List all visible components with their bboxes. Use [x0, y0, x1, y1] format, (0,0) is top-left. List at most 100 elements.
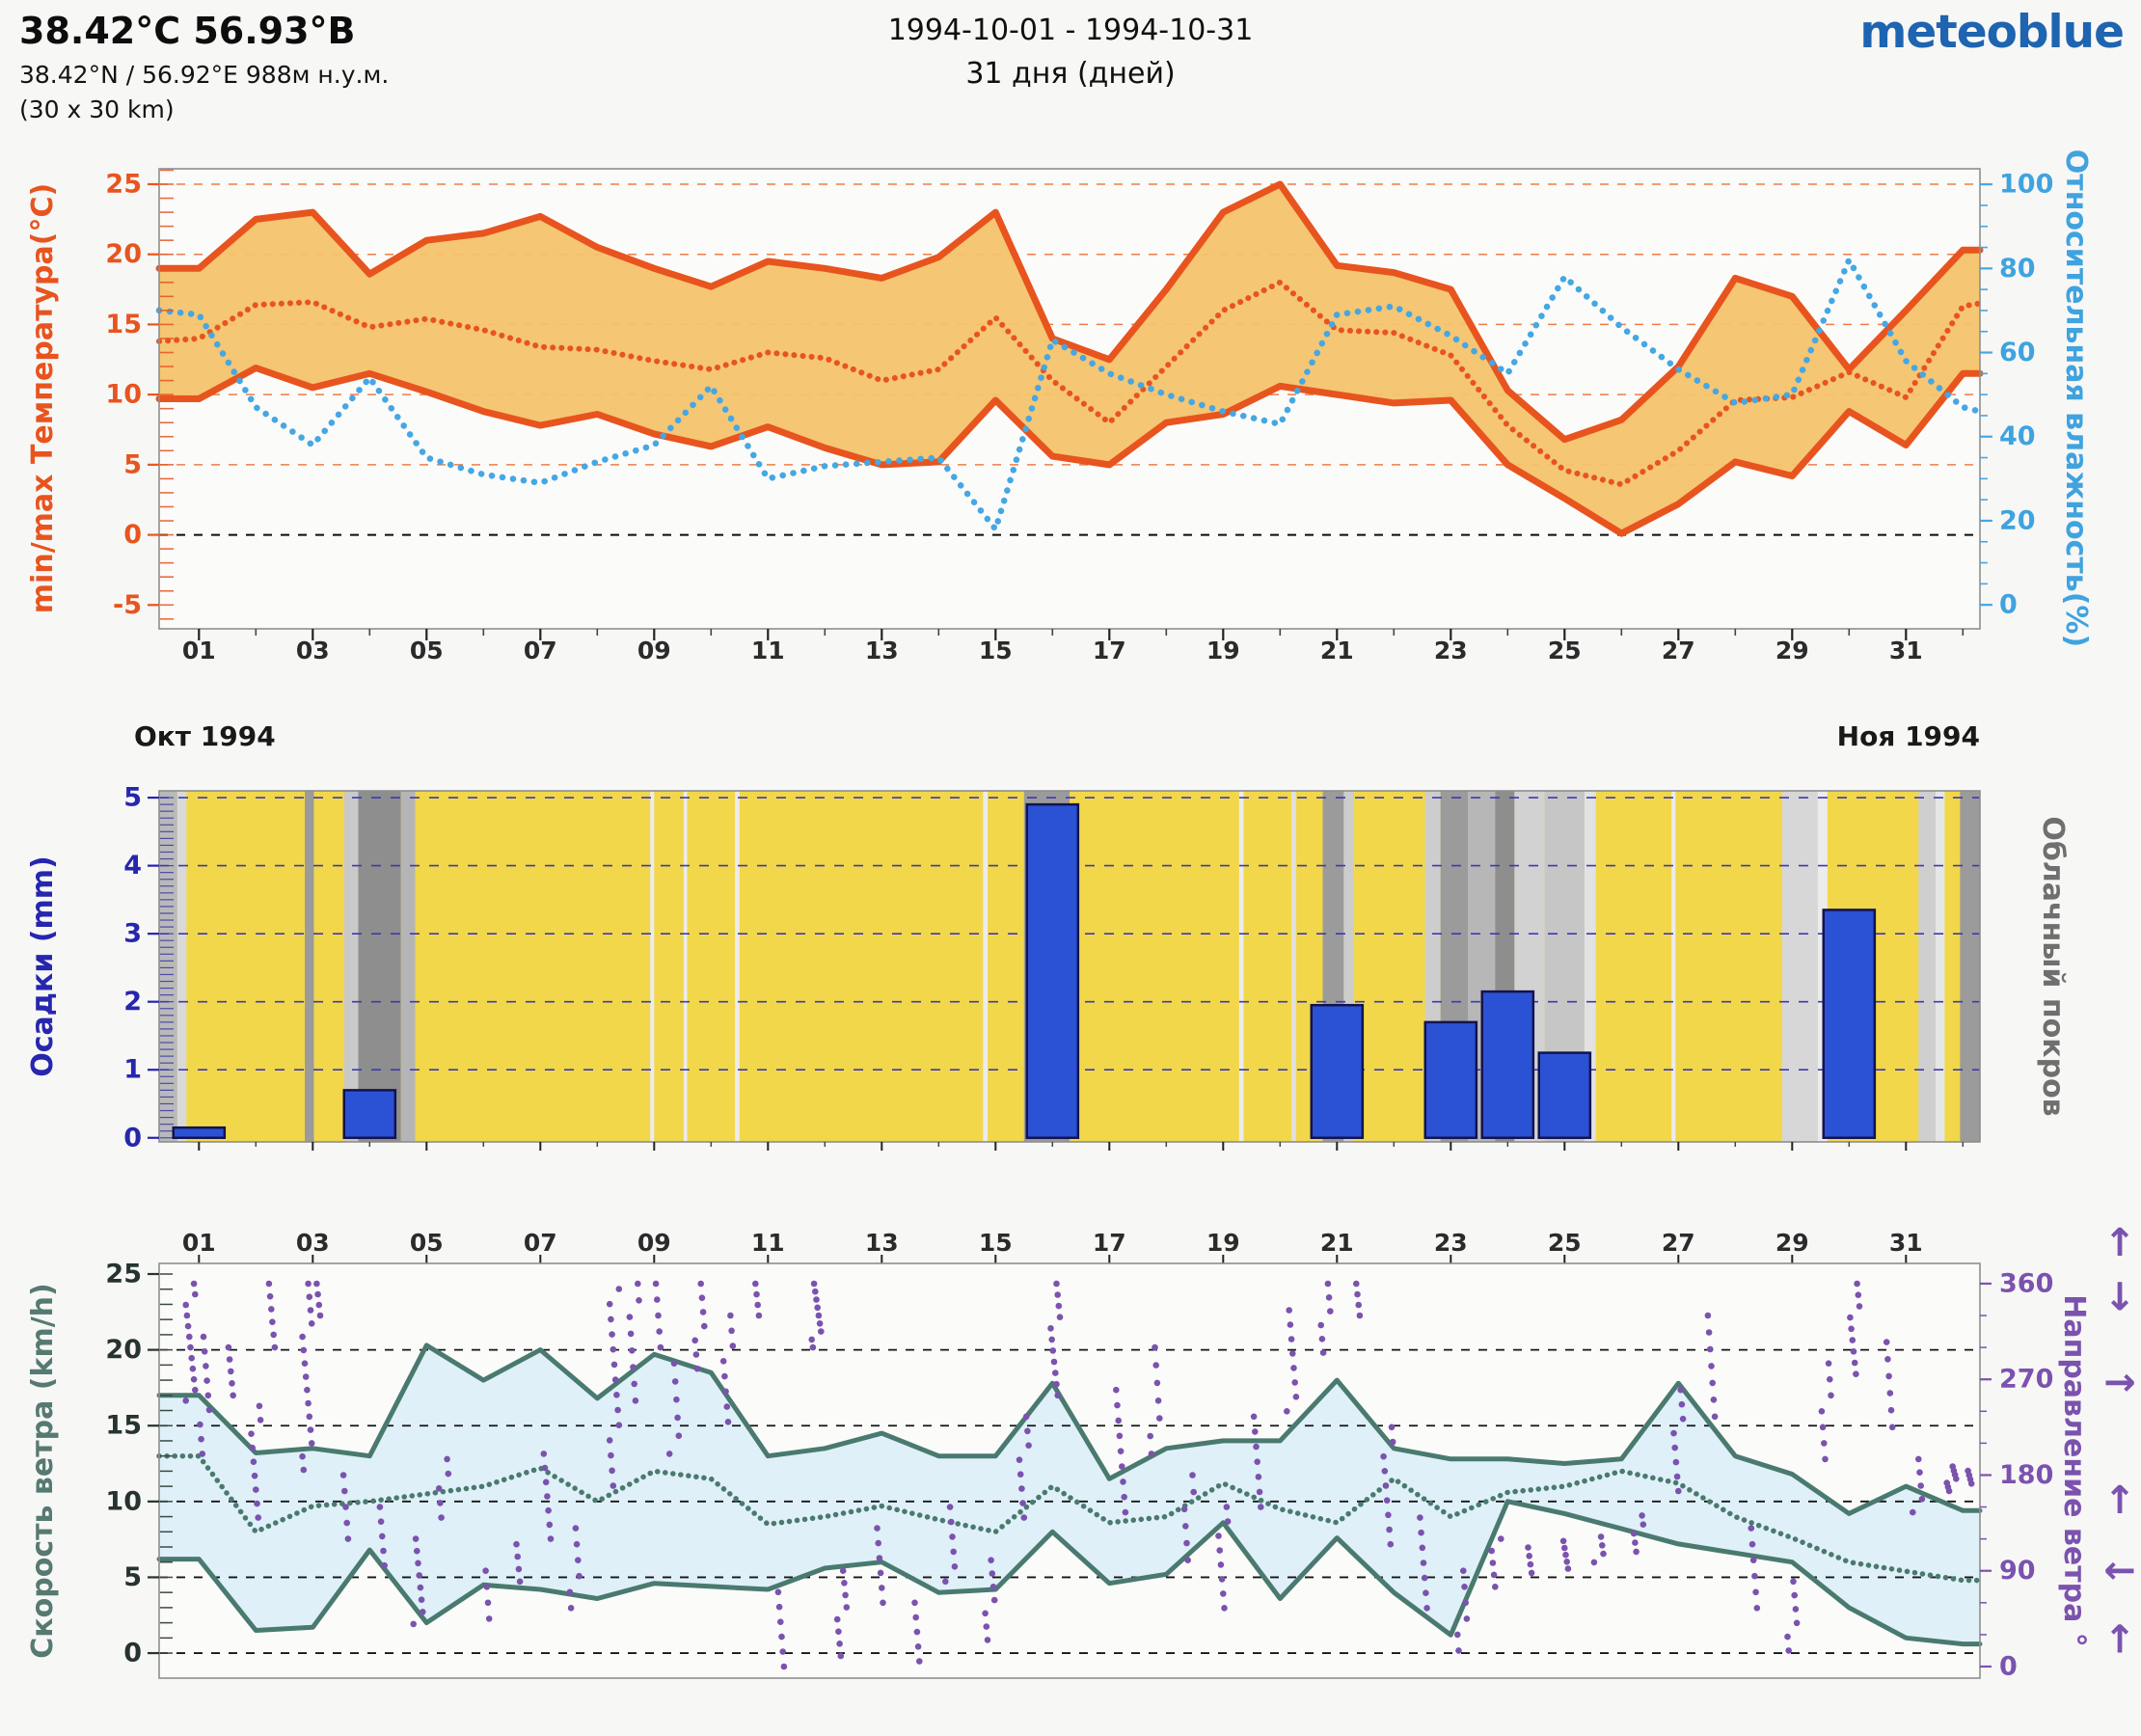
wind-direction-dot: [984, 1637, 991, 1643]
wind-direction-arrow: ↓: [2103, 1275, 2136, 1319]
wind-direction-dot: [1020, 1514, 1028, 1521]
wind-direction-dot: [1022, 1413, 1030, 1421]
wind-direction-dot: [1382, 1482, 1390, 1489]
wind-direction-dot: [1383, 1497, 1391, 1504]
wind-direction-dot: [1679, 1415, 1687, 1423]
x-tick-label: 25: [1548, 637, 1582, 665]
wind-direction-dot: [230, 1392, 236, 1399]
wind-direction-dot: [314, 1290, 321, 1298]
wind-direction-dot: [1710, 1397, 1718, 1403]
wind-direction-dot: [1752, 1588, 1759, 1596]
direction-tick-label: 360: [1999, 1268, 2053, 1298]
wind-tick-label: 0: [123, 1639, 142, 1668]
wind-direction-dot: [632, 1397, 639, 1404]
wind-direction-dot: [1256, 1488, 1263, 1496]
wind-direction-dot: [1704, 1312, 1712, 1319]
wind-direction-dot: [1888, 1424, 1896, 1431]
x-tick-label: 07: [524, 1229, 557, 1257]
wind-direction-dot: [1016, 1456, 1023, 1463]
wind-direction-dot: [754, 1301, 761, 1309]
wind-direction-dot: [1821, 1440, 1828, 1447]
wind-direction-dot: [1052, 1370, 1059, 1376]
wind-direction-dot: [299, 1333, 306, 1341]
wind-direction-dot: [266, 1292, 274, 1300]
wind-direction-dot: [635, 1280, 641, 1288]
wind-direction-dot: [250, 1458, 257, 1465]
x-tick-label: 23: [1434, 1229, 1468, 1257]
wind-direction-dot: [673, 1396, 680, 1403]
x-tick-label: 07: [524, 637, 557, 665]
wind-direction-dot: [1670, 1429, 1677, 1437]
wind-direction-dot: [182, 1301, 189, 1309]
precip-bar: [1480, 990, 1535, 1140]
x-tick-label: 17: [1093, 637, 1126, 665]
wind-direction-dot: [435, 1485, 443, 1492]
wind-direction-dot: [1748, 1540, 1756, 1548]
wind-direction-dot: [1154, 1397, 1162, 1404]
humidity-tick-label: 40: [1999, 421, 2036, 451]
wind-direction-dot: [1417, 1514, 1423, 1521]
wind-direction-dot: [1250, 1413, 1258, 1421]
wind-direction-dot: [1217, 1561, 1225, 1568]
wind-direction-dot: [697, 1280, 704, 1288]
cloud-band: [735, 791, 740, 1142]
x-tick-label: 29: [1775, 1229, 1809, 1257]
wind-direction-dot: [1851, 1359, 1858, 1367]
wind-direction-dot: [1287, 1336, 1295, 1343]
wind-direction-dot: [699, 1309, 707, 1316]
wind-direction-dot: [1784, 1633, 1791, 1641]
wind-direction-dot: [774, 1588, 782, 1596]
x-tick-label: 29: [1775, 637, 1809, 665]
wind-direction-dot: [1421, 1574, 1428, 1582]
page-title: 38.42°С 56.93°В: [19, 10, 356, 52]
wind-direction-dot: [879, 1585, 885, 1591]
wind-direction-dot: [808, 1336, 815, 1343]
wind-direction-dot: [200, 1333, 207, 1341]
direction-tick-label: 0: [1999, 1651, 2018, 1681]
wind-direction-dot: [1117, 1448, 1125, 1454]
wind-direction-dot: [665, 1451, 673, 1457]
wind-direction-dot: [257, 1417, 264, 1424]
wind-direction-dot: [1819, 1424, 1827, 1431]
month-label-left: Окт 1994: [134, 720, 276, 752]
x-tick-label: 19: [1206, 637, 1240, 665]
wind-direction-dot: [1284, 1408, 1290, 1415]
wind-direction-dot: [1148, 1451, 1155, 1457]
wind-direction-dot: [948, 1518, 955, 1526]
wind-direction-dot: [843, 1604, 851, 1611]
wind-direction-dot: [1389, 1438, 1396, 1446]
wind-direction-dot: [572, 1525, 580, 1532]
cloud-band: [176, 791, 187, 1142]
wind-direction-dot: [1462, 1599, 1469, 1607]
wind-direction-dot: [265, 1280, 273, 1288]
wind-direction-dot: [780, 1663, 788, 1670]
wind-direction-dot: [203, 1377, 210, 1384]
wind-direction-dot: [1753, 1605, 1761, 1612]
wind-direction-dot: [1054, 1291, 1061, 1298]
wind-direction-dot: [344, 1535, 352, 1542]
coordinates-line: 38.42°N / 56.92°E 988м н.у.м.: [19, 61, 390, 89]
wind-direction-dot: [1671, 1444, 1678, 1451]
temp-mean-line: [156, 279, 1983, 488]
wind-direction-dot: [307, 1307, 314, 1314]
precip-tick-label: 0: [123, 1123, 142, 1153]
wind-direction-dot: [1054, 1392, 1061, 1399]
wind-direction-dot: [606, 1300, 613, 1308]
wind-direction-dot: [836, 1641, 843, 1647]
wind-direction-dot: [1632, 1539, 1639, 1546]
wind-direction-dot: [1418, 1529, 1424, 1536]
wind-direction-dot: [989, 1584, 997, 1590]
wind-direction-dot: [874, 1525, 881, 1532]
cloud-band: [983, 791, 989, 1142]
x-tick-label: 03: [296, 637, 330, 665]
wind-direction-dot: [1327, 1308, 1334, 1315]
wind-direction-dot: [1221, 1605, 1228, 1612]
wind-direction-dot: [1855, 1291, 1862, 1298]
wind-direction-dot: [1153, 1379, 1161, 1387]
wind-direction-dot: [657, 1343, 664, 1351]
wind-direction-dot: [1420, 1560, 1427, 1566]
wind-direction-dot: [950, 1548, 957, 1556]
humidity-tick-label: 100: [1999, 170, 2053, 200]
wind-direction-dot: [916, 1658, 923, 1665]
